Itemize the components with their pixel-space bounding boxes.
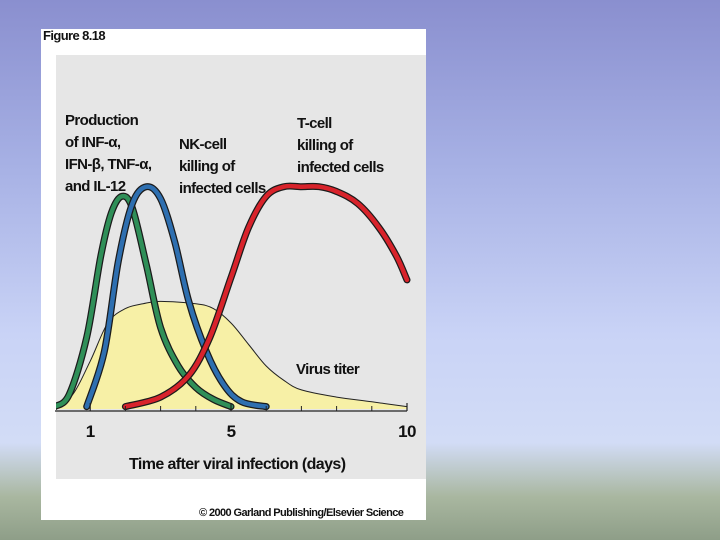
series-label-line: and IL-12 xyxy=(65,178,126,195)
x-tick-label: 5 xyxy=(227,422,236,441)
t-cell-killing-line xyxy=(123,183,410,409)
series-label-line: of INF-α, xyxy=(65,134,121,151)
series-label-2: NK-cell killing of infected cells xyxy=(179,136,266,197)
plot-layer xyxy=(56,182,411,411)
series-label-line: infected cells xyxy=(297,159,384,176)
series-label-line: NK-cell xyxy=(179,136,227,153)
series-label-1: Production of INF-α, IFN-β, TNF-α, and IL-1… xyxy=(65,112,152,195)
figure-card: Figure 8.18 1 5 10 Virus titer Production of… xyxy=(41,28,426,520)
series-label-0: Virus titer xyxy=(296,361,360,378)
series-label-3: T-cell killing of infected cells xyxy=(297,115,384,176)
nk-cell-killing-line xyxy=(84,184,269,409)
x-tick-label: 1 xyxy=(86,422,95,441)
x-axis-title: Time after viral infection (days) xyxy=(129,456,346,473)
series-label-line: killing of xyxy=(179,158,236,175)
series-label-line: IFN-β, TNF-α, xyxy=(65,156,152,173)
x-tick-label: 10 xyxy=(398,422,416,441)
series-label-line: Production xyxy=(65,112,139,129)
series-label-line: infected cells xyxy=(179,180,266,197)
virus-titer-outline xyxy=(56,300,408,408)
series-label-line: Virus titer xyxy=(296,361,360,378)
series-labels: Virus titer Production of INF-α, IFN-β, TNF… xyxy=(65,112,384,378)
virus-titer-area xyxy=(56,301,407,409)
copyright-note: © 2000 Garland Publishing/Elsevier Scien… xyxy=(199,507,404,519)
x-axis: 1 5 10 xyxy=(55,403,417,441)
series-label-line: killing of xyxy=(297,137,354,154)
figure-label: Figure 8.18 xyxy=(43,28,105,43)
series-label-line: T-cell xyxy=(297,115,332,132)
